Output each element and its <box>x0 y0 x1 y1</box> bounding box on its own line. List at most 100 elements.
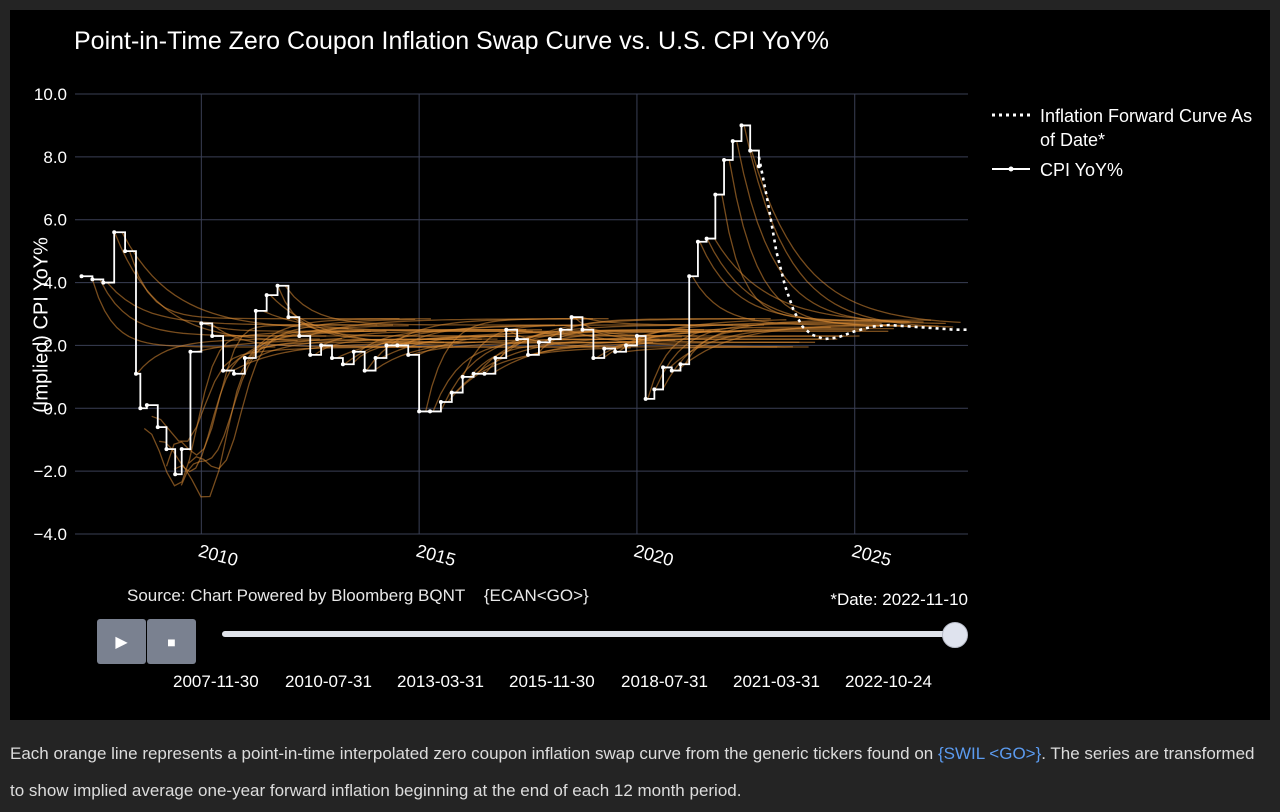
y-axis-title: (Implied) CPI YoY% <box>30 237 53 413</box>
cpi-data-point <box>580 327 585 332</box>
caption: Each orange line represents a point-in-t… <box>10 735 1272 809</box>
cpi-data-point <box>526 352 531 357</box>
cpi-data-point <box>547 337 552 342</box>
cpi-data-point <box>493 356 498 360</box>
cpi-data-point <box>713 192 718 197</box>
slider-step-label[interactable]: 2010-07-31 <box>285 672 372 691</box>
y-tick-label: 4.0 <box>43 274 67 293</box>
cpi-data-point <box>536 340 541 345</box>
slider-step-label[interactable]: 2021-03-31 <box>733 672 820 691</box>
cpi-data-point <box>330 356 335 360</box>
forward-curve-line <box>713 238 924 323</box>
y-tick-label: 0.0 <box>43 399 67 418</box>
cpi-data-point <box>90 277 95 282</box>
caption-text-before: Each orange line represents a point-in-t… <box>10 744 938 763</box>
cpi-data-point <box>661 365 666 370</box>
forward-curve-line <box>284 285 555 326</box>
swil-link[interactable]: {SWIL <GO>} <box>937 744 1042 763</box>
x-tick-label: 2020 <box>632 541 676 571</box>
cpi-data-point <box>199 321 204 326</box>
cpi-data-point <box>373 356 378 360</box>
forward-curve-line <box>632 335 860 347</box>
forward-curves-layer <box>91 125 961 498</box>
cpi-data-point <box>179 447 184 452</box>
cpi-data-point <box>634 334 639 338</box>
legend-item-forward-curve[interactable]: Inflation Forward Curve As of Date* <box>990 104 1270 152</box>
cpi-data-point <box>297 334 302 338</box>
slider-handle[interactable] <box>942 622 968 648</box>
cpi-data-point <box>687 274 692 279</box>
slider-step-label[interactable]: 2015-11-30 <box>509 672 595 691</box>
cpi-data-point <box>173 472 178 477</box>
y-tick-label: 10.0 <box>34 85 67 104</box>
cpi-data-point <box>395 343 400 348</box>
forward-curve-line <box>617 330 889 353</box>
forward-curve-line <box>588 329 816 343</box>
legend: Inflation Forward Curve As of Date* CPI … <box>990 104 1270 188</box>
cpi-data-point <box>428 409 433 414</box>
cpi-data-point <box>144 403 149 408</box>
cpi-data-point <box>319 343 324 348</box>
cpi-data-point <box>739 123 744 128</box>
forward-curve-line <box>750 150 961 324</box>
forward-curve-line <box>743 125 954 328</box>
cpi-data-point <box>308 352 313 357</box>
cpi-data-point <box>613 349 618 354</box>
legend-item-cpi[interactable]: CPI YoY% <box>990 158 1270 182</box>
cpi-data-point <box>678 362 683 367</box>
slider-step-label[interactable]: 2018-07-31 <box>621 672 708 691</box>
cpi-data-point <box>253 308 258 313</box>
forward-curve-line <box>136 338 320 375</box>
cpi-data-point <box>482 371 487 376</box>
x-axis-ticks: 2010 2015 2020 2025 <box>196 541 893 571</box>
chart-plot: −4.0 −2.0 0.0 2.0 4.0 6.0 8.0 10.0 2010 2015 2020… <box>33 85 968 571</box>
cpi-data-point <box>569 315 574 320</box>
cpi-data-point <box>602 346 607 351</box>
dotted-line-swatch-icon <box>992 113 1030 117</box>
y-tick-label: −2.0 <box>33 462 67 481</box>
x-tick-label: 2025 <box>850 541 894 571</box>
stop-icon: ■ <box>167 633 176 650</box>
stop-button[interactable]: ■ <box>147 619 196 664</box>
line-marker-swatch-icon <box>992 166 1030 172</box>
cpi-data-point <box>669 368 674 373</box>
date-slider[interactable] <box>222 622 968 648</box>
cpi-data-point <box>624 343 629 348</box>
y-axis-ticks: −4.0 −2.0 0.0 2.0 4.0 6.0 8.0 10.0 <box>33 85 67 544</box>
y-tick-label: 6.0 <box>43 211 67 230</box>
cpi-data-point <box>515 337 520 342</box>
cpi-data-point <box>231 371 236 376</box>
caption-text-after: . The series are transformed to show imp… <box>10 744 1255 800</box>
y-tick-label: −4.0 <box>33 525 67 544</box>
x-tick-label: 2015 <box>414 541 458 571</box>
chart-panel: −4.0 −2.0 0.0 2.0 4.0 6.0 8.0 10.0 2010 2015 2020… <box>10 10 1270 720</box>
cpi-data-point <box>748 148 753 153</box>
cpi-data-point <box>722 158 727 162</box>
cpi-data-point <box>438 400 443 404</box>
forward-curve-line <box>581 316 765 326</box>
forward-curve-line <box>684 327 894 365</box>
forward-curve-line <box>736 140 946 325</box>
cpi-data-point <box>652 387 657 392</box>
cpi-data-point <box>417 409 422 414</box>
cpi-data-point <box>155 425 160 430</box>
play-icon: ▶ <box>115 633 128 651</box>
cpi-data-point <box>351 349 356 354</box>
slider-step-labels: 2007-11-30 2010-07-31 2013-03-31 2015-11… <box>173 672 957 692</box>
cpi-line-layer <box>79 123 968 477</box>
slider-step-label[interactable]: 2007-11-30 <box>173 672 259 691</box>
slider-step-label[interactable]: 2022-10-24 <box>845 672 932 691</box>
cpi-data-point <box>384 343 389 348</box>
cpi-data-point <box>210 334 215 338</box>
cpi-data-point <box>643 396 648 401</box>
source-note: Source: Chart Powered by Bloomberg BQNT … <box>127 586 589 605</box>
slider-step-label[interactable]: 2013-03-31 <box>397 672 484 691</box>
cpi-data-point <box>221 368 226 373</box>
legend-label-forward-curve: Inflation Forward Curve As of Date* <box>1040 106 1253 150</box>
cpi-data-point <box>112 230 117 235</box>
play-button[interactable]: ▶ <box>97 619 146 664</box>
cpi-data-point <box>123 249 128 254</box>
forward-curve-line <box>91 279 276 348</box>
forward-curve-line <box>151 346 422 442</box>
cpi-data-point <box>340 362 345 367</box>
